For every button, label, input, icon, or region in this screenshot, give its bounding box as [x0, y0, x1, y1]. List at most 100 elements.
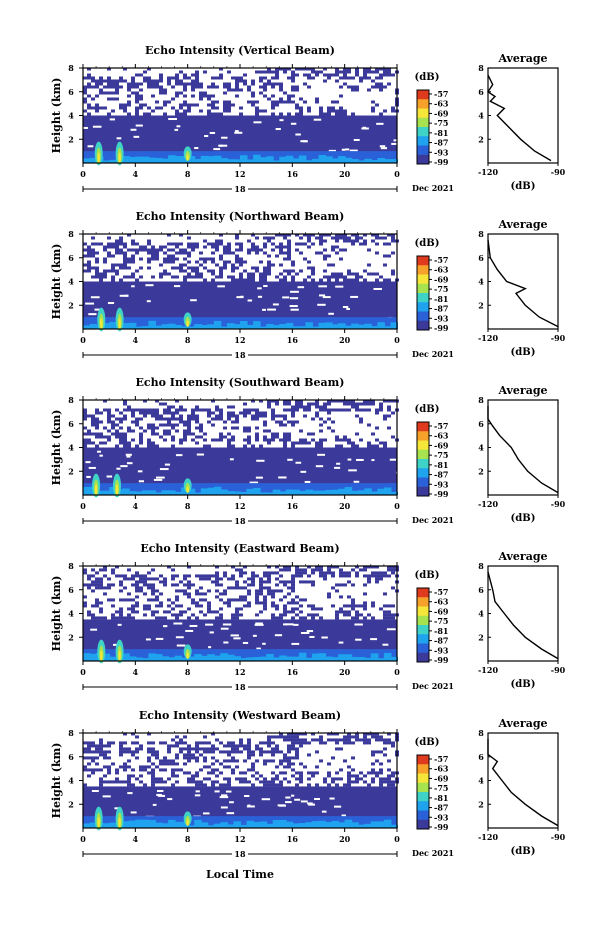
echo-cell	[243, 604, 247, 608]
echo-cell	[223, 574, 227, 578]
echo-cell	[375, 85, 379, 89]
echo-cell	[323, 577, 327, 581]
echo-cell	[175, 266, 179, 270]
echo-cell	[291, 263, 295, 267]
echo-cell	[183, 583, 187, 587]
echo-surface-cell	[266, 823, 274, 828]
echo-cell	[391, 233, 395, 237]
y-tick-label: 8	[68, 229, 74, 239]
echo-surface-cell	[83, 653, 91, 661]
echo-cell	[339, 85, 343, 89]
echo-cell	[219, 414, 223, 418]
echo-cell	[167, 744, 171, 748]
echo-cell	[163, 91, 167, 95]
echo-cell	[215, 106, 219, 110]
x-tick-label: 0	[80, 834, 86, 844]
echo-cell	[259, 444, 263, 448]
echo-cell	[95, 571, 99, 575]
echo-surface-cell	[83, 158, 91, 163]
echo-cell	[87, 441, 91, 445]
echo-cell	[183, 420, 187, 424]
echo-cell	[111, 254, 115, 258]
echo-cell	[135, 601, 139, 605]
echo-cell	[207, 607, 211, 611]
spike-core	[118, 152, 121, 163]
echo-surface-cell	[187, 656, 196, 661]
echo-gap	[152, 803, 157, 806]
echo-cell	[271, 589, 275, 593]
echo-gap	[333, 805, 342, 808]
echo-gap	[321, 810, 327, 813]
echo-cell	[183, 100, 187, 104]
echo-cell	[247, 85, 251, 89]
echo-cell	[255, 266, 259, 270]
echo-cell	[87, 82, 91, 86]
echo-cell	[271, 753, 275, 757]
echo-cell	[375, 444, 379, 448]
echo-gap	[322, 296, 331, 299]
echo-cell	[259, 583, 263, 587]
echo-cell	[291, 88, 295, 92]
echo-cell	[143, 414, 147, 418]
echo-cell	[167, 408, 171, 412]
echo-cell	[303, 571, 307, 575]
panel-2: Echo Intensity (Southward Beam)2468Heigh…	[50, 376, 566, 526]
echo-cell	[247, 750, 251, 754]
echo-cell	[99, 777, 103, 781]
echo-cell	[83, 426, 87, 430]
echo-cell	[203, 438, 207, 442]
echo-cell	[87, 94, 91, 98]
echo-cell	[203, 756, 207, 760]
echo-cell	[255, 589, 259, 593]
y-tick-label: 8	[68, 63, 74, 73]
echo-cell	[119, 441, 123, 445]
echo-surface-cell	[148, 490, 156, 495]
echo-cell	[123, 242, 127, 246]
colorbar-unit: (dB)	[415, 737, 440, 748]
echo-cell	[319, 242, 323, 246]
echo-surface-cell	[89, 653, 98, 661]
echo-cell	[195, 260, 199, 264]
echo-cell	[155, 756, 159, 760]
echo-surface-cell	[344, 157, 353, 163]
echo-cell	[175, 251, 179, 255]
echo-cell	[295, 272, 299, 276]
echo-gap	[204, 135, 209, 138]
echo-cell	[319, 405, 323, 409]
echo-surface-cell	[109, 822, 117, 828]
echo-cell	[159, 106, 163, 110]
echo-cell	[219, 257, 223, 261]
echo-cell	[183, 753, 187, 757]
echo-surface-cell	[331, 489, 340, 495]
echo-cell	[255, 435, 259, 439]
echo-cell	[251, 580, 255, 584]
echo-cell	[111, 568, 115, 572]
echo-cell	[299, 97, 303, 101]
echo-cell	[391, 435, 395, 439]
echo-surface-cell	[253, 487, 261, 495]
echo-cell	[391, 106, 395, 110]
echo-cell	[347, 741, 351, 745]
colorbar-label: -99	[434, 822, 449, 832]
echo-cell	[327, 76, 331, 80]
echo-cell	[323, 233, 327, 237]
echo-gap	[209, 131, 216, 134]
echo-cell	[87, 432, 91, 436]
echo-cell	[175, 82, 179, 86]
echo-cell	[187, 759, 191, 763]
echo-cell	[143, 411, 147, 415]
echo-cell	[227, 275, 231, 279]
echo-cell	[279, 750, 283, 754]
echo-cell	[203, 598, 207, 602]
echo-surface-cell	[226, 323, 235, 329]
echo-cell	[299, 269, 303, 273]
echo-cell	[299, 771, 303, 775]
echo-cell	[343, 738, 347, 742]
echo-cell	[251, 762, 255, 766]
echo-surface-cell	[109, 487, 117, 495]
echo-cell	[155, 432, 159, 436]
echo-cell	[287, 432, 291, 436]
echo-cell	[391, 741, 395, 745]
echo-cell	[179, 91, 183, 95]
echo-surface-cell	[233, 159, 241, 163]
